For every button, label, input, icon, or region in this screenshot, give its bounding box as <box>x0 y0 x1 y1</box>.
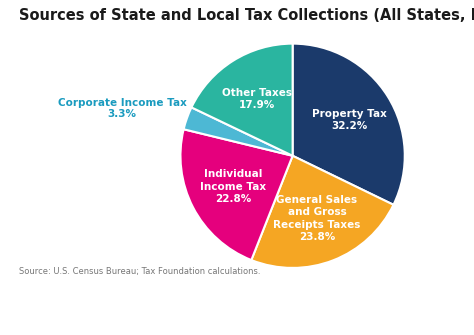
Text: @TaxFoundation: @TaxFoundation <box>363 313 460 326</box>
Wedge shape <box>251 156 393 268</box>
Text: TAX FOUNDATION: TAX FOUNDATION <box>14 313 132 326</box>
Wedge shape <box>181 129 292 260</box>
Text: Sources of State and Local Tax Collections (All States, FY 2020): Sources of State and Local Tax Collectio… <box>19 8 474 23</box>
Wedge shape <box>183 108 292 156</box>
Text: Property Tax
32.2%: Property Tax 32.2% <box>312 109 387 131</box>
Text: Other Taxes
17.9%: Other Taxes 17.9% <box>222 88 292 110</box>
Text: General Sales
and Gross
Receipts Taxes
23.8%: General Sales and Gross Receipts Taxes 2… <box>273 195 361 242</box>
Wedge shape <box>191 44 292 156</box>
Wedge shape <box>292 44 405 205</box>
Text: Corporate Income Tax
3.3%: Corporate Income Tax 3.3% <box>58 98 187 120</box>
Text: Source: U.S. Census Bureau; Tax Foundation calculations.: Source: U.S. Census Bureau; Tax Foundati… <box>19 267 260 276</box>
Text: Individual
Income Tax
22.8%: Individual Income Tax 22.8% <box>200 169 266 204</box>
